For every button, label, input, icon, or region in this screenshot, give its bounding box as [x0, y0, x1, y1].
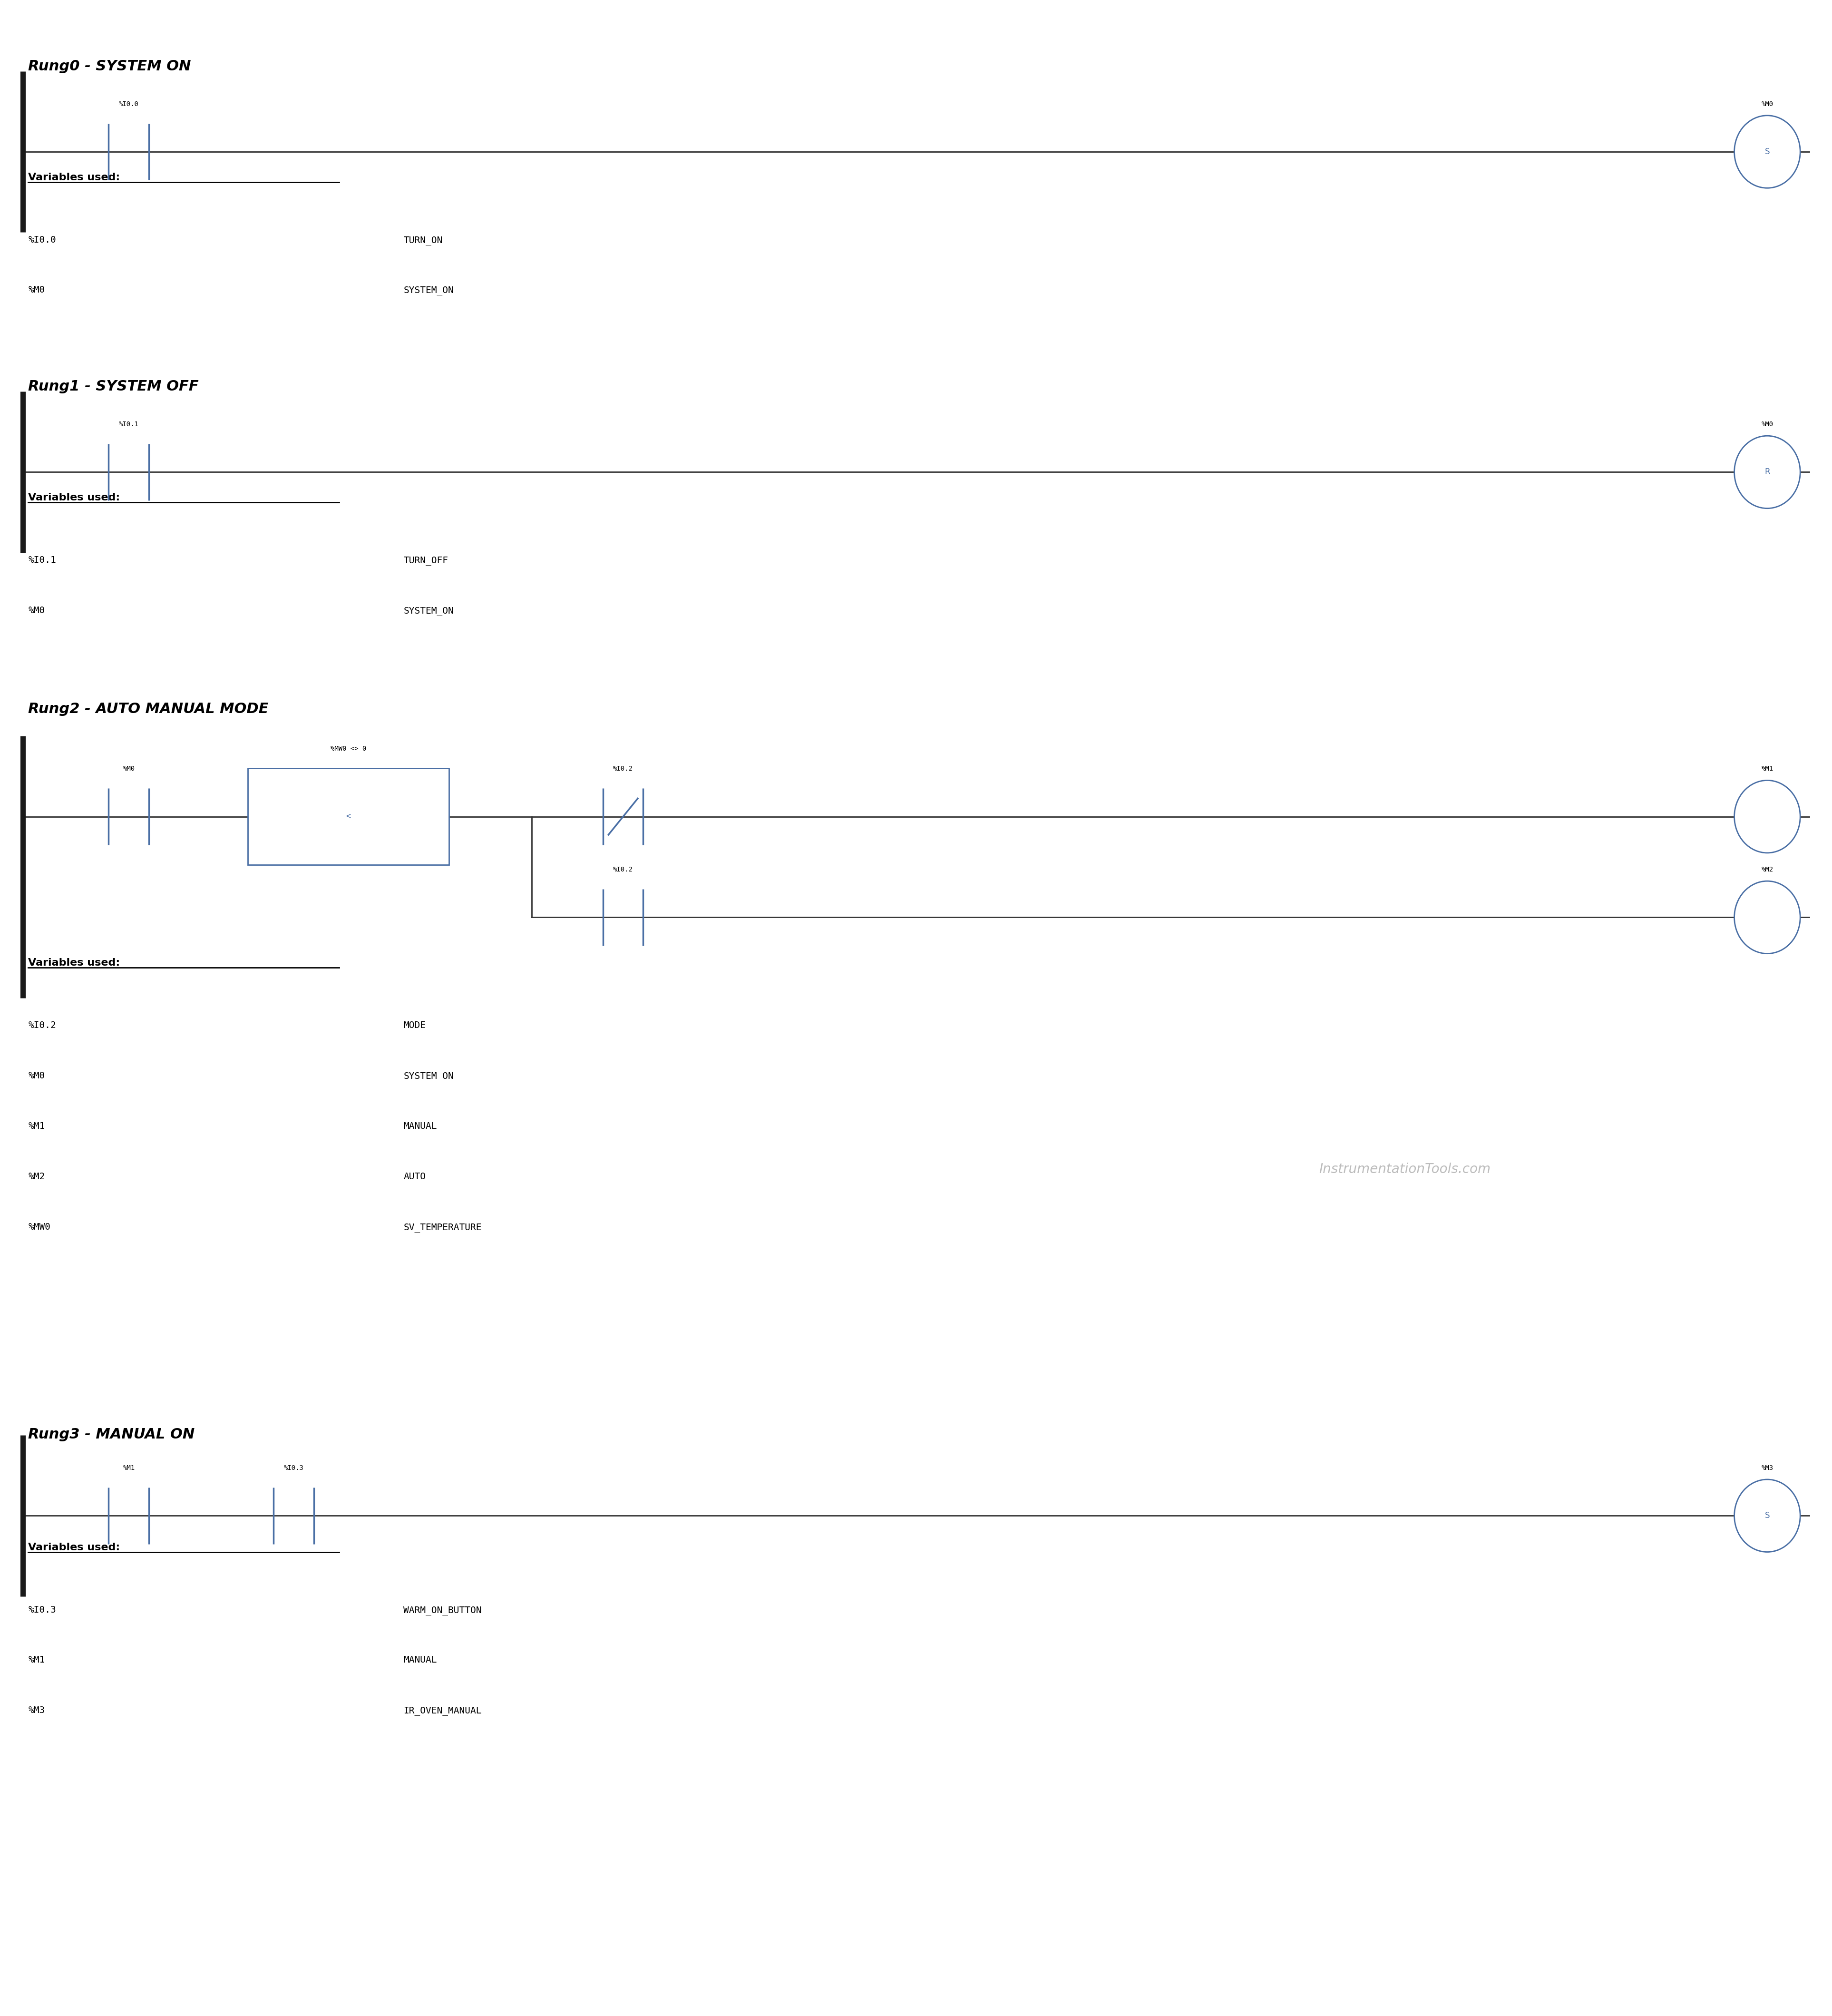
- Text: SYSTEM_ON: SYSTEM_ON: [403, 286, 454, 294]
- Text: %I0.0: %I0.0: [119, 101, 139, 107]
- Text: MODE: MODE: [403, 1020, 425, 1030]
- Text: IR_OVEN_MANUAL: IR_OVEN_MANUAL: [403, 1706, 482, 1716]
- Circle shape: [1735, 435, 1801, 508]
- Text: %M1: %M1: [123, 1466, 136, 1472]
- Text: %I0.0: %I0.0: [27, 236, 57, 244]
- Text: %MW0 <> 0: %MW0 <> 0: [330, 746, 366, 752]
- Text: %M1: %M1: [1761, 766, 1773, 772]
- Text: AUTO: AUTO: [403, 1171, 425, 1181]
- Text: Variables used:: Variables used:: [27, 173, 121, 181]
- Text: %I0.2: %I0.2: [614, 867, 634, 873]
- Text: %M3: %M3: [1761, 1466, 1773, 1472]
- Text: %M1: %M1: [27, 1121, 46, 1131]
- Text: TURN_OFF: TURN_OFF: [403, 556, 449, 564]
- Text: %M0: %M0: [27, 1070, 46, 1081]
- Text: %M2: %M2: [1761, 867, 1773, 873]
- Text: %M0: %M0: [1761, 101, 1773, 107]
- Text: S: S: [1764, 1512, 1770, 1520]
- Text: SYSTEM_ON: SYSTEM_ON: [403, 1073, 454, 1081]
- Text: %M0: %M0: [27, 286, 46, 294]
- Text: InstrumentationTools.com: InstrumentationTools.com: [1319, 1163, 1491, 1175]
- Text: %M0: %M0: [27, 607, 46, 615]
- Circle shape: [1735, 1480, 1801, 1552]
- Text: %I0.1: %I0.1: [119, 421, 139, 427]
- Text: SYSTEM_ON: SYSTEM_ON: [403, 607, 454, 615]
- Text: Rung0 - SYSTEM ON: Rung0 - SYSTEM ON: [27, 58, 191, 73]
- Text: %I0.1: %I0.1: [27, 556, 57, 564]
- Text: %M2: %M2: [27, 1171, 46, 1181]
- Text: MANUAL: MANUAL: [403, 1655, 438, 1665]
- Circle shape: [1735, 881, 1801, 954]
- Text: SV_TEMPERATURE: SV_TEMPERATURE: [403, 1224, 482, 1232]
- Text: %I0.3: %I0.3: [27, 1605, 57, 1615]
- Circle shape: [1735, 780, 1801, 853]
- Text: TURN_ON: TURN_ON: [403, 236, 443, 244]
- Text: Rung2 - AUTO MANUAL MODE: Rung2 - AUTO MANUAL MODE: [27, 702, 269, 716]
- Text: %M1: %M1: [27, 1655, 46, 1665]
- Text: %M0: %M0: [1761, 421, 1773, 427]
- Text: %M0: %M0: [123, 766, 136, 772]
- Text: %M3: %M3: [27, 1706, 46, 1716]
- Text: S: S: [1764, 147, 1770, 155]
- Text: WARM_ON_BUTTON: WARM_ON_BUTTON: [403, 1605, 482, 1615]
- Circle shape: [1735, 115, 1801, 187]
- Text: Rung1 - SYSTEM OFF: Rung1 - SYSTEM OFF: [27, 379, 198, 393]
- Text: %I0.2: %I0.2: [27, 1020, 57, 1030]
- FancyBboxPatch shape: [247, 768, 449, 865]
- Text: MANUAL: MANUAL: [403, 1121, 438, 1131]
- Text: %MW0: %MW0: [27, 1222, 51, 1232]
- Text: R: R: [1764, 468, 1770, 476]
- Text: Variables used:: Variables used:: [27, 492, 121, 502]
- Text: <: <: [346, 812, 352, 821]
- Text: %I0.2: %I0.2: [614, 766, 634, 772]
- Text: Variables used:: Variables used:: [27, 958, 121, 968]
- Text: Rung3 - MANUAL ON: Rung3 - MANUAL ON: [27, 1427, 194, 1441]
- Text: Variables used:: Variables used:: [27, 1542, 121, 1552]
- Text: %I0.3: %I0.3: [284, 1466, 304, 1472]
